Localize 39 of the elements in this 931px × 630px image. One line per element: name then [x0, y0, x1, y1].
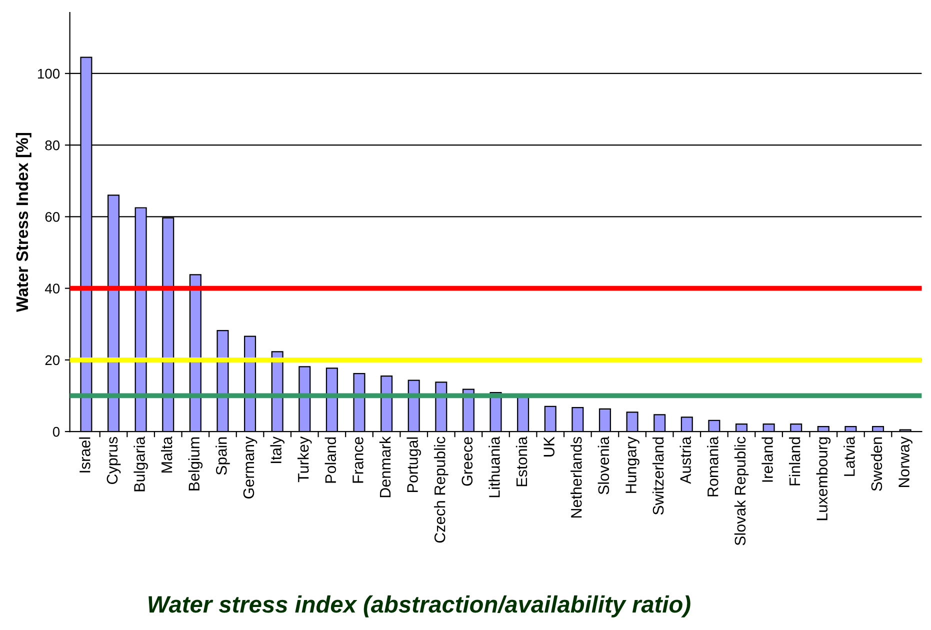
y-tick-label: 80 — [45, 140, 60, 150]
x-tick-label: Sweden — [870, 437, 882, 491]
x-tick-label: Denmark — [379, 436, 391, 498]
x-tick-label: Netherlands — [570, 436, 582, 518]
x-tick-label: Slovak Republic — [734, 436, 749, 546]
text: Water stress index (abstraction/availability ratio) — [148, 595, 690, 618]
x-tick-label: Estonia — [516, 436, 528, 486]
x-tick-label: France — [352, 437, 364, 483]
x-tick-label: Bulgaria — [134, 436, 148, 492]
x-tick-label: Romania — [707, 436, 718, 496]
y-axis-title: Water Stress Index [%] — [16, 133, 32, 312]
x-tick-label: Norway — [898, 436, 912, 487]
y-tick-label: 40 — [44, 284, 60, 294]
x-tick-label: UK — [544, 436, 554, 456]
x-tick-label: Cyprus — [106, 436, 121, 484]
x-tick-label: Latvia — [844, 436, 855, 476]
x-tick-label: Ireland — [762, 437, 773, 482]
x-tick-label: Czech Republic — [434, 436, 448, 543]
x-tick-label: Slovenia — [598, 436, 610, 494]
x-tick-label: Austria — [680, 436, 691, 484]
x-tick-label: Italy — [270, 436, 284, 464]
x-tick-label: Finland — [788, 437, 800, 486]
x-tick-label: Greece — [462, 437, 473, 486]
x-tick-label: Poland — [324, 437, 336, 483]
y-tick-label: 100 — [38, 68, 60, 79]
x-tick-label: Lithuania — [488, 436, 500, 498]
x-tick-label: Malta — [160, 436, 172, 473]
x-tick-label: Switzerland — [652, 437, 664, 515]
y-tick-label: 0 — [52, 426, 60, 437]
x-tick-label: Hungary — [626, 436, 640, 493]
x-tick-label: Israel — [79, 437, 90, 472]
x-tick-label: Spain — [216, 437, 230, 475]
x-tick-label: Luxembourg — [816, 437, 831, 520]
x-tick-label: Belgium — [188, 437, 203, 490]
y-tick-label: 20 — [45, 355, 60, 366]
x-tick-label: Portugal — [406, 437, 421, 492]
y-tick-label: 60 — [45, 212, 60, 222]
x-tick-label: Turkey — [298, 436, 312, 482]
x-tick-label: Germany — [243, 436, 258, 498]
